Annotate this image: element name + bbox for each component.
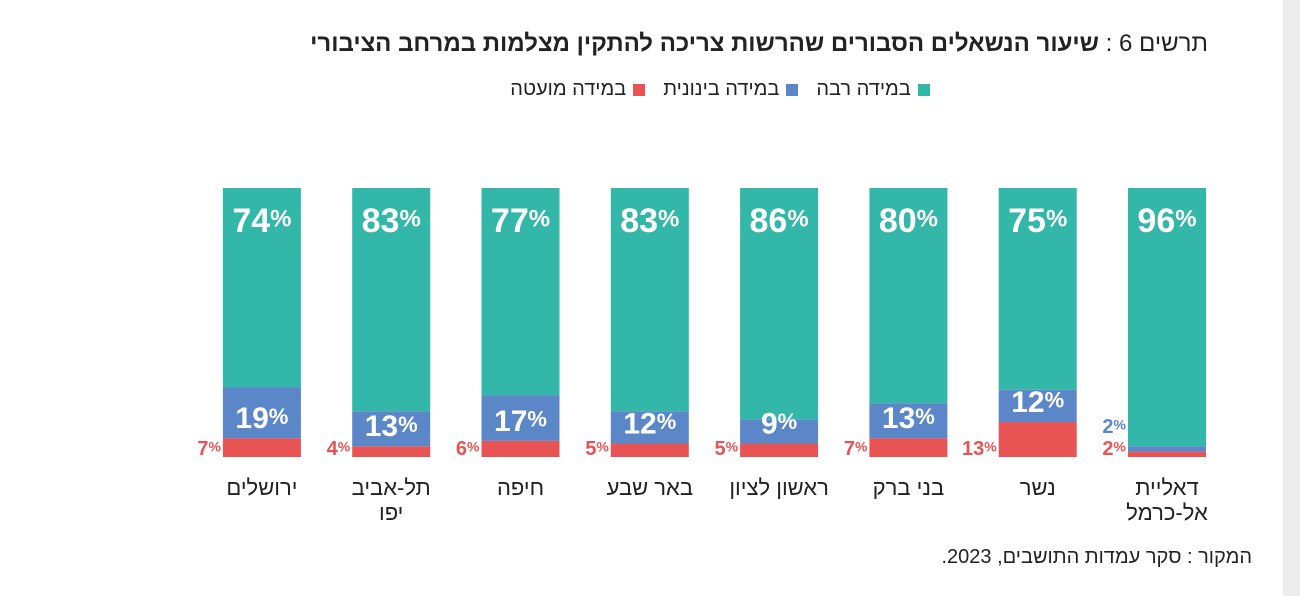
bar-group: [740, 188, 819, 457]
legend-swatch-high: [917, 83, 930, 96]
bar-group: [481, 188, 560, 457]
bar-segment-low: [352, 446, 431, 457]
bar-segment-low: [481, 440, 560, 457]
legend-label-medium: במידה בינונית: [663, 78, 780, 100]
category-label: באר שבע: [606, 475, 693, 500]
data-label-medium: 13%: [882, 402, 935, 435]
bar-group: [352, 188, 431, 457]
data-label-medium: 9%: [761, 408, 797, 441]
bar-group: [610, 188, 689, 457]
legend-item-medium: במידה בינונית: [663, 78, 799, 101]
bar-segment-high: [740, 188, 819, 420]
bar-segment-low: [222, 438, 301, 457]
data-label-high: 96%: [1137, 202, 1196, 240]
bar-segment-medium: [1128, 446, 1206, 452]
bar-segment-medium: [352, 411, 431, 447]
data-label-low: 7%: [197, 438, 221, 460]
bar-segment-high: [998, 188, 1077, 390]
data-label-high: 77%: [491, 202, 550, 240]
data-label-high: 86%: [750, 202, 809, 240]
category-label: תל-אביב יפו: [351, 475, 431, 525]
data-label-low: 13%: [962, 438, 997, 460]
data-label-low: 5%: [585, 438, 609, 460]
legend-item-high: במידה רבה: [816, 78, 930, 101]
bar-segment-high: [869, 188, 948, 404]
bar-group: [222, 188, 301, 457]
data-label-high: 75%: [1008, 202, 1067, 240]
chart-title: תרשים 6 : שיעור הנשאלים הסבורים שהרשות צ…: [310, 30, 1208, 58]
data-label-medium: 19%: [235, 402, 288, 435]
bar-segment-high: [610, 188, 689, 412]
legend-swatch-low: [633, 83, 646, 96]
data-label-low: 2%: [1102, 438, 1126, 460]
legend-label-high: במידה רבה: [816, 78, 911, 100]
data-label-medium: 12%: [1011, 386, 1064, 419]
bar-group: [1128, 188, 1206, 457]
data-label-high: 83%: [620, 202, 679, 240]
category-label: בני ברק: [872, 475, 945, 500]
bar-segment-high: [352, 188, 431, 412]
bar-segment-medium: [869, 403, 948, 439]
data-label-high: 83%: [362, 202, 421, 240]
bar-segment-medium: [610, 411, 689, 444]
data-label-medium: 17%: [494, 405, 547, 438]
bar-segment-medium: [998, 389, 1077, 423]
data-label-low: 4%: [327, 438, 351, 460]
title-main: שיעור הנשאלים הסבורים שהרשות צריכה להתקי…: [310, 30, 1099, 57]
bar-segment-low: [1128, 451, 1206, 457]
legend-label-low: במידה מועטה: [510, 78, 627, 100]
data-label-high: 74%: [232, 202, 291, 240]
bar-segment-high: [1128, 188, 1206, 447]
category-label: ירושלים: [226, 475, 298, 500]
side-strip: [1283, 0, 1300, 596]
data-label-low: 6%: [456, 438, 480, 460]
bar-segment-high: [481, 188, 560, 396]
legend: במידה רבה במידה בינונית במידה מועטה: [0, 78, 1300, 101]
category-label: ראשון לציון: [729, 475, 829, 500]
bar-segment-low: [998, 422, 1077, 457]
data-label-high: 80%: [879, 202, 938, 240]
data-label-low: 5%: [715, 438, 739, 460]
data-label-medium: 13%: [365, 410, 418, 443]
title-prefix: תרשים 6 :: [1105, 30, 1208, 57]
data-label-medium: 2%: [1102, 416, 1126, 438]
bar-segment-low: [610, 443, 689, 457]
category-label: חיפה: [496, 475, 545, 500]
bar-segment-high: [222, 188, 301, 388]
bar-segment-medium: [740, 419, 819, 444]
bar-segment-medium: [222, 387, 301, 439]
category-label: דאליית אל-כרמל: [1126, 475, 1208, 525]
bar-segment-low: [740, 443, 819, 457]
bar-group: [869, 188, 948, 457]
data-label-medium: 12%: [623, 408, 676, 441]
bar-segment-medium: [481, 395, 560, 441]
source-note: המקור : סקר עמדות התושבים, 2023.: [941, 546, 1252, 568]
bar-group: [998, 188, 1077, 457]
bar-segment-low: [869, 438, 948, 457]
category-label: נשר: [1019, 475, 1056, 500]
data-label-low: 7%: [844, 438, 868, 460]
legend-item-low: במידה מועטה: [510, 78, 646, 101]
legend-swatch-medium: [786, 83, 799, 96]
